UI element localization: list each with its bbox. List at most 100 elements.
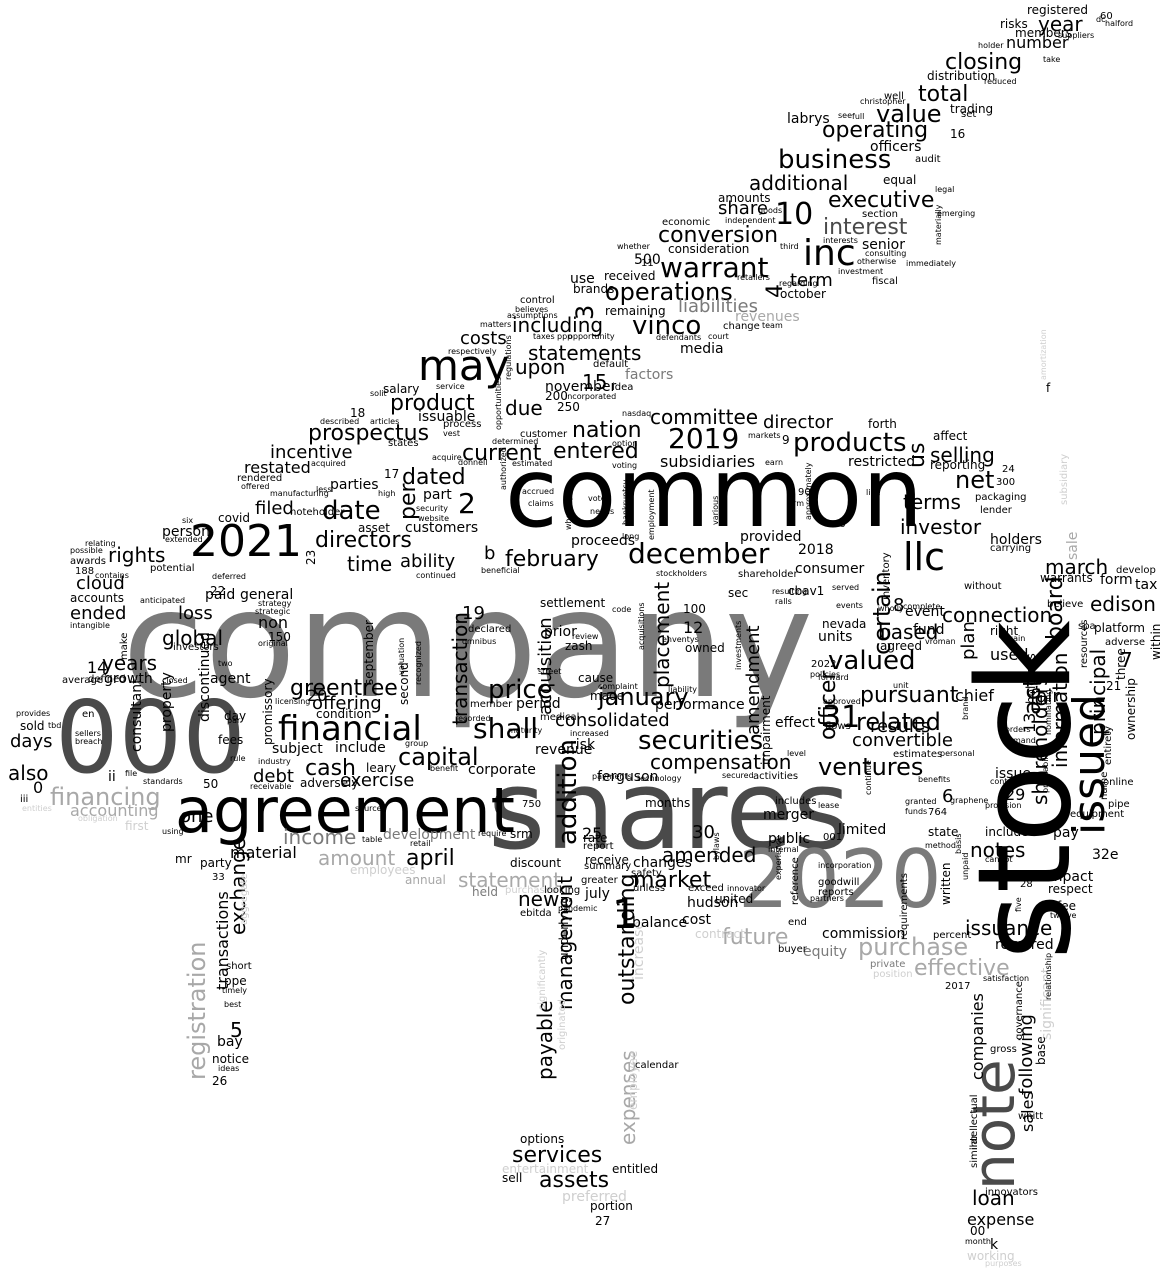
cloud-word: service xyxy=(436,382,465,391)
cloud-word: assumptions xyxy=(507,311,558,320)
cloud-word: sell xyxy=(502,1171,523,1185)
cloud-word: cost xyxy=(682,912,712,928)
cloud-word: operating xyxy=(822,118,929,143)
cloud-word: make xyxy=(119,632,130,660)
cloud-word: iii xyxy=(20,794,29,805)
cloud-word: looking xyxy=(544,885,581,896)
cloud-word: resulting xyxy=(772,587,808,596)
cloud-word: parties xyxy=(330,477,379,493)
cloud-word: 7 xyxy=(1120,648,1133,672)
cloud-word: common xyxy=(505,437,924,549)
cloud-word: liability xyxy=(668,685,697,694)
cloud-word: share xyxy=(718,198,768,219)
cloud-word: upon xyxy=(515,355,566,379)
cloud-word: 2021 xyxy=(190,516,302,567)
cloud-word: nominating xyxy=(1044,689,1053,735)
cloud-word: llc xyxy=(903,535,946,579)
cloud-word: first xyxy=(125,819,149,833)
cloud-word: secured xyxy=(722,771,754,780)
cloud-word: tax xyxy=(1135,577,1158,593)
cloud-word: effective xyxy=(914,956,1010,981)
cloud-word: believes xyxy=(515,305,549,314)
cloud-word: srm xyxy=(510,827,533,841)
cloud-word: noteholder xyxy=(290,507,345,518)
cloud-word: owned xyxy=(685,641,725,655)
cloud-word: rights xyxy=(108,543,166,567)
cloud-word: included xyxy=(985,825,1037,839)
cloud-word: process xyxy=(443,419,482,430)
cloud-word: complaint xyxy=(598,682,638,691)
cloud-word: 33 xyxy=(212,872,225,883)
cloud-word: benefits xyxy=(918,775,951,784)
cloud-word: set xyxy=(961,109,977,120)
cloud-word: forward xyxy=(818,673,849,682)
cloud-word: ferguson xyxy=(597,769,659,785)
cloud-word: corporate xyxy=(468,762,536,778)
cloud-word: 2019 xyxy=(668,422,740,455)
cloud-word: contained xyxy=(990,777,1030,786)
cloud-word: control xyxy=(520,295,555,306)
cloud-word: committee xyxy=(650,405,759,429)
cloud-word: fee xyxy=(1057,899,1076,913)
cloud-word: written xyxy=(939,862,953,905)
cloud-word: brands xyxy=(573,282,615,296)
cloud-word: operations xyxy=(605,278,733,306)
cloud-word: product xyxy=(390,391,475,416)
cloud-word: three xyxy=(1114,648,1128,680)
cloud-word: 17 xyxy=(384,467,400,481)
cloud-word: due xyxy=(505,396,543,420)
cloud-word: companies xyxy=(968,993,987,1080)
cloud-word: current xyxy=(462,441,542,466)
cloud-word: february xyxy=(505,547,599,572)
cloud-word: discount xyxy=(510,856,562,870)
cloud-word: regarding xyxy=(779,279,818,288)
cloud-word: ppp xyxy=(557,332,573,341)
cloud-word: equity xyxy=(803,944,848,960)
cloud-word: hudson xyxy=(687,895,739,911)
cloud-word: default xyxy=(593,359,629,370)
cloud-word: balance xyxy=(632,915,688,931)
cloud-word: issue xyxy=(995,766,1031,782)
cloud-word: unpaid xyxy=(961,852,970,880)
cloud-word: purposes xyxy=(985,1259,1022,1268)
cloud-word: within xyxy=(1149,623,1163,660)
cloud-word: fees xyxy=(218,733,244,747)
cloud-word: expense xyxy=(967,1210,1035,1229)
cloud-word: global xyxy=(162,626,223,650)
cloud-word: risks xyxy=(1000,17,1028,31)
cloud-word: industry xyxy=(258,757,291,766)
cloud-word: level xyxy=(787,749,807,758)
cloud-word: see xyxy=(838,111,853,120)
cloud-word: investor xyxy=(900,515,982,539)
cloud-word: inc xyxy=(803,233,856,274)
cloud-word: opportunities xyxy=(494,376,503,430)
cloud-word: zash xyxy=(565,639,593,653)
cloud-word: 8 xyxy=(893,595,905,616)
cloud-word: issuable xyxy=(418,409,476,425)
cloud-word: non xyxy=(258,613,289,632)
cloud-word: subject xyxy=(272,741,323,757)
cloud-word: restated xyxy=(244,458,311,477)
cloud-word: enventys xyxy=(662,635,699,644)
cloud-word: 21 xyxy=(1106,679,1122,693)
cloud-word: company xyxy=(122,558,814,732)
cloud-word: base xyxy=(1034,1036,1048,1065)
cloud-word: warrant xyxy=(660,251,769,284)
cloud-word: salary xyxy=(383,382,420,396)
cloud-word: 500 xyxy=(634,252,661,268)
cloud-word: continue xyxy=(864,760,873,795)
cloud-word: acquire xyxy=(432,453,462,462)
cloud-word: estimates xyxy=(893,749,943,760)
cloud-word: par xyxy=(227,716,241,725)
cloud-word: without xyxy=(964,581,1002,592)
cloud-word: breach xyxy=(75,737,103,746)
cloud-word: ii xyxy=(108,769,116,785)
cloud-word: members xyxy=(1015,26,1072,40)
cloud-word: exercise xyxy=(340,770,415,791)
cloud-word: 23 xyxy=(304,549,318,565)
cloud-word: summary xyxy=(584,861,632,872)
cloud-word: suppliers xyxy=(1058,31,1095,40)
cloud-word: recorded xyxy=(455,714,491,723)
cloud-word: sec xyxy=(728,586,749,600)
cloud-word: impairment xyxy=(759,695,773,765)
